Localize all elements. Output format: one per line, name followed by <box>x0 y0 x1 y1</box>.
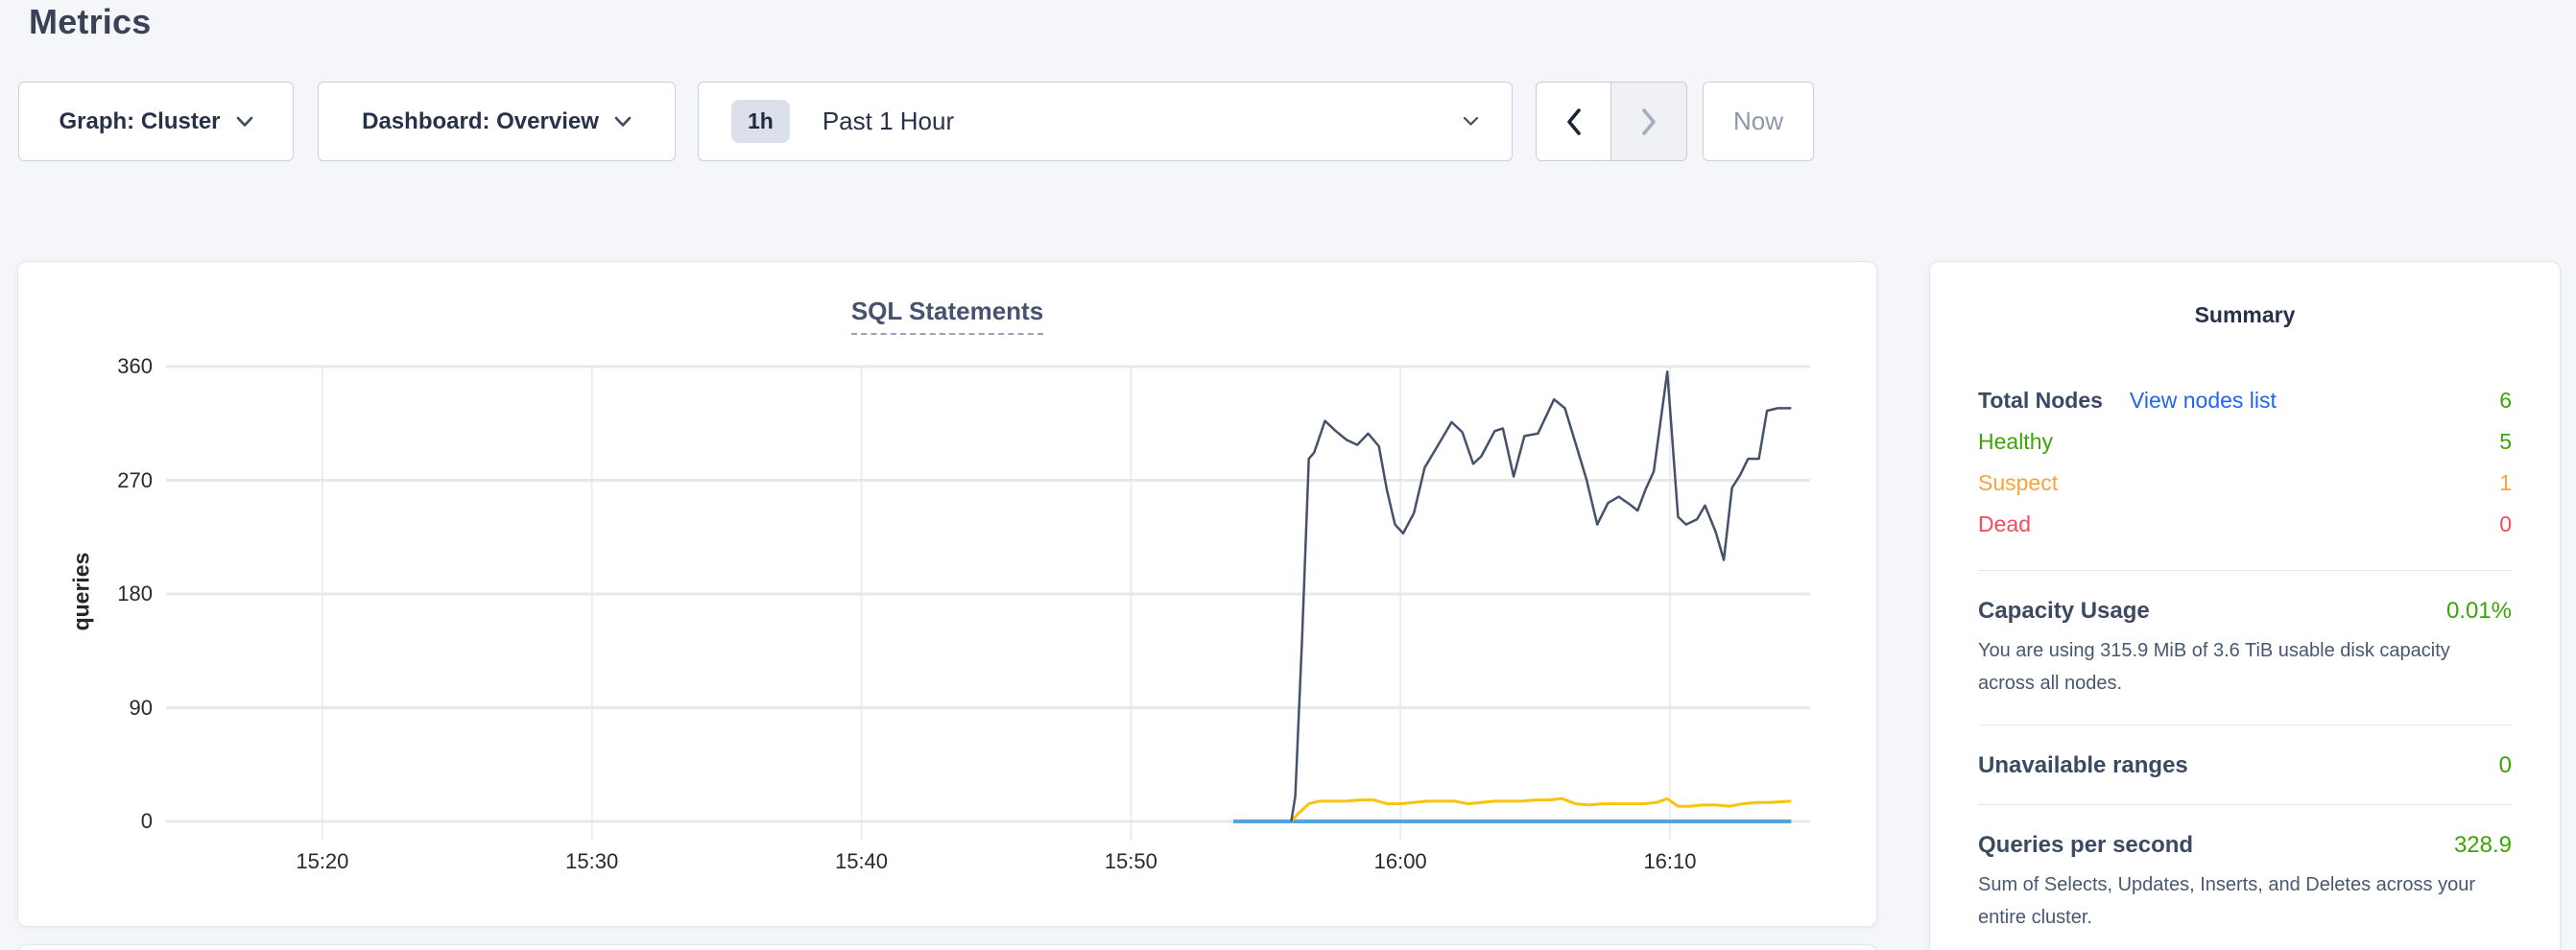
x-tick-label: 15:50 <box>1104 849 1157 873</box>
total-nodes-row: Total Nodes View nodes list 6 <box>1978 380 2512 421</box>
chevron-down-icon <box>1463 116 1479 127</box>
chevron-left-icon <box>1565 107 1582 136</box>
capacity-usage-value: 0.01% <box>2445 598 2512 624</box>
dashboard-dropdown-label: Dashboard: Overview <box>362 107 599 134</box>
navy-series-line <box>1290 370 1792 822</box>
queries-per-second-value: 328.9 <box>2453 832 2512 858</box>
chart-plot-area[interactable] <box>166 361 1810 841</box>
healthy-value: 5 <box>2499 429 2512 454</box>
unavailable-ranges-section: Unavailable ranges 0 <box>1978 752 2512 779</box>
healthy-nodes-row: Healthy 5 <box>1978 421 2512 463</box>
unavailable-ranges-label: Unavailable ranges <box>1978 752 2188 778</box>
capacity-usage-description: You are using 315.9 MiB of 3.6 TiB usabl… <box>1978 640 2450 694</box>
node-status-list: Total Nodes View nodes list 6 Healthy 5 … <box>1978 380 2512 545</box>
capacity-usage-label: Capacity Usage <box>1978 598 2150 624</box>
sql-statements-chart-card: SQL Statements queries 0 90 180 270 360 15:2… <box>17 261 1877 927</box>
time-range-badge: 1h <box>731 100 790 143</box>
chevron-right-icon <box>1641 107 1658 136</box>
suspect-nodes-row: Suspect 1 <box>1978 463 2512 504</box>
view-nodes-list-link[interactable]: View nodes list <box>2129 388 2277 413</box>
unavailable-ranges-value: 0 <box>2498 752 2512 778</box>
x-tick-label: 15:30 <box>565 849 619 873</box>
divider <box>1978 570 2512 571</box>
chevron-down-icon <box>236 116 253 128</box>
time-range-selector[interactable]: 1h Past 1 Hour <box>698 82 1513 161</box>
graph-dropdown-label: Graph: Cluster <box>59 107 221 134</box>
summary-panel: Summary Total Nodes View nodes list 6 He… <box>1929 261 2561 950</box>
chevron-down-icon <box>614 116 632 128</box>
previous-time-button[interactable] <box>1537 83 1611 160</box>
y-tick-label: 90 <box>129 695 153 720</box>
healthy-label: Healthy <box>1978 429 2053 454</box>
now-button[interactable]: Now <box>1703 82 1814 161</box>
queries-per-second-label: Queries per second <box>1978 832 2194 858</box>
summary-title: Summary <box>2194 302 2296 327</box>
chart-title[interactable]: SQL Statements <box>850 297 1044 335</box>
dead-value: 0 <box>2499 511 2512 536</box>
capacity-usage-section: Capacity Usage 0.01% You are using 315.9… <box>1978 598 2512 700</box>
x-tick-label: 15:40 <box>834 849 889 873</box>
x-tick-label: 16:10 <box>1643 849 1697 873</box>
total-nodes-label: Total Nodes <box>1978 388 2103 413</box>
next-chart-card-partial <box>17 944 1877 950</box>
page-title: Metrics <box>29 2 152 41</box>
dead-nodes-row: Dead 0 <box>1978 504 2512 545</box>
divider <box>1978 724 2512 725</box>
total-nodes-value: 6 <box>2499 388 2512 413</box>
graph-dropdown[interactable]: Graph: Cluster <box>18 82 294 161</box>
y-tick-label: 0 <box>140 809 153 833</box>
y-tick-label: 360 <box>117 354 153 378</box>
x-tick-label: 15:20 <box>296 849 349 873</box>
x-tick-label: 16:00 <box>1373 849 1427 873</box>
suspect-label: Suspect <box>1978 470 2059 495</box>
time-range-label: Past 1 Hour <box>822 107 955 135</box>
next-time-button[interactable] <box>1611 83 1686 160</box>
queries-per-second-description: Sum of Selects, Updates, Inserts, and De… <box>1978 874 2476 928</box>
time-step-button-group <box>1536 82 1687 161</box>
yellow-series-line <box>1290 796 1792 822</box>
dashboard-dropdown[interactable]: Dashboard: Overview <box>318 82 676 161</box>
dead-label: Dead <box>1978 511 2031 536</box>
y-tick-label: 270 <box>117 467 153 492</box>
y-tick-label: 180 <box>117 582 153 606</box>
suspect-value: 1 <box>2499 470 2512 495</box>
divider <box>1978 804 2512 805</box>
queries-per-second-section: Queries per second 328.9 Sum of Selects,… <box>1978 832 2512 934</box>
